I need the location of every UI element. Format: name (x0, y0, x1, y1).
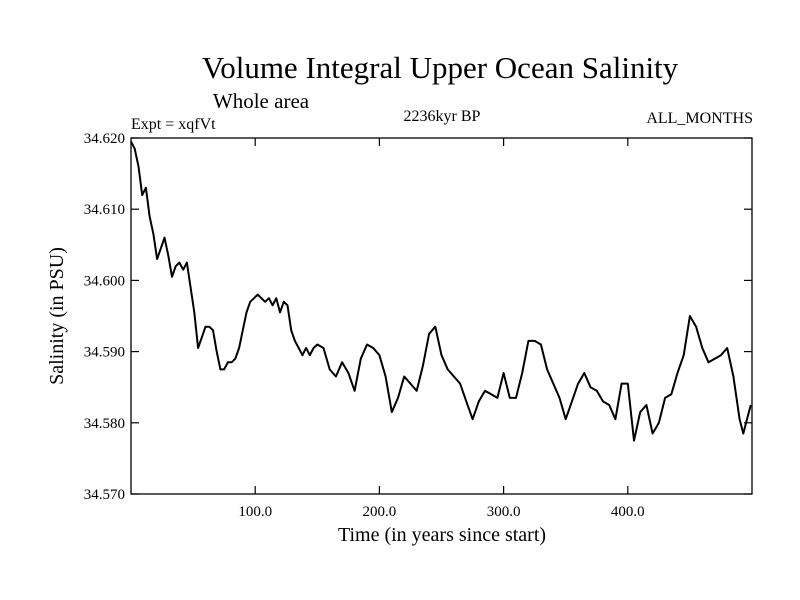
y-tick-label: 34.600 (84, 273, 125, 289)
x-tick-label: 200.0 (363, 504, 397, 520)
experiment-label: Expt = xqfVt (131, 116, 216, 133)
plot-frame (130, 137, 753, 495)
period-label: 2236kyr BP (404, 108, 481, 125)
x-tick-label: 400.0 (611, 504, 645, 520)
y-tick-label: 34.570 (84, 487, 125, 503)
chart-subtitle: Whole area (213, 89, 310, 113)
y-tick-label: 34.580 (84, 416, 125, 432)
chart-title: Volume Integral Upper Ocean Salinity (202, 50, 679, 85)
x-tick-label: 300.0 (487, 504, 521, 520)
y-tick-label: 34.620 (84, 131, 125, 147)
series-layer (130, 141, 752, 442)
months-label: ALL_MONTHS (646, 110, 753, 127)
salinity-series-line (130, 141, 752, 442)
x-axis-ticks: 100.0 200.0 300.0 400.0 (238, 138, 645, 520)
y-tick-label: 34.590 (84, 345, 125, 361)
y-tick-label: 34.610 (84, 202, 125, 218)
y-axis-ticks: 34.570 34.580 34.590 34.600 34.610 34.620 (84, 131, 752, 503)
x-axis-label: Time (in years since start) (338, 524, 546, 546)
y-axis-label: Salinity (in PSU) (46, 247, 68, 385)
x-tick-label: 100.0 (238, 504, 272, 520)
